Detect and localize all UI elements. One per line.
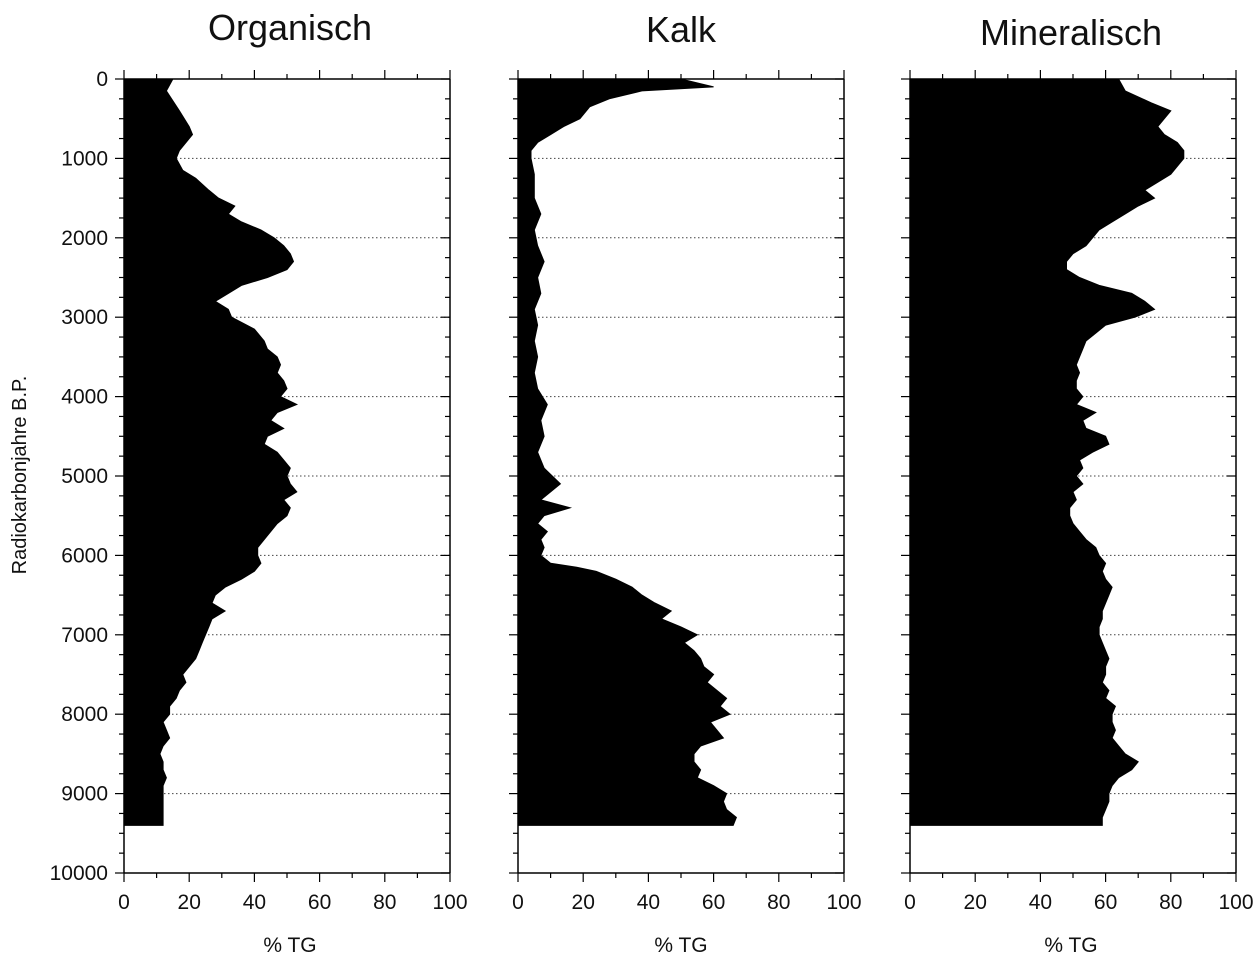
y-tick-label: 9000: [61, 783, 108, 806]
y-tick-label: 8000: [61, 703, 108, 726]
panel-title: Mineralisch: [980, 12, 1162, 53]
y-tick-label: 0: [96, 68, 108, 91]
x-tick-label: 80: [373, 891, 396, 914]
x-axis-label: % TG: [1044, 934, 1097, 956]
y-tick-label: 4000: [61, 386, 108, 409]
x-tick-label: 60: [702, 891, 725, 914]
panel-organisch: Organisch % TG 0100020003000400050006000…: [50, 7, 468, 956]
x-tick-label: 0: [512, 891, 524, 914]
series-area: [517, 78, 738, 826]
x-tick-label: 0: [904, 891, 916, 914]
y-tick-label: 7000: [61, 624, 108, 647]
y-tick-label: 3000: [61, 306, 108, 329]
x-axis-label: % TG: [654, 934, 707, 956]
series-area: [909, 78, 1185, 826]
x-tick-label: 60: [308, 891, 331, 914]
y-tick-label: 2000: [61, 227, 108, 250]
panel-title: Kalk: [646, 9, 717, 50]
panel-kalk: Kalk % TG 0 20 40 60 80 100: [509, 9, 862, 956]
y-tick-label: 1000: [61, 147, 108, 170]
panel-title: Organisch: [208, 7, 372, 48]
x-tick-label: 20: [572, 891, 595, 914]
x-tick-label: 20: [178, 891, 201, 914]
x-tick-label: 20: [964, 891, 987, 914]
x-axis-label: % TG: [263, 934, 316, 956]
x-tick-label: 80: [767, 891, 790, 914]
y-tick-label: 5000: [61, 465, 108, 488]
y-tick-label: 6000: [61, 544, 108, 567]
x-tick-label: 100: [826, 891, 861, 914]
series-area: [123, 78, 299, 826]
panel-mineralisch: Mineralisch % TG 0 20 40 60 80 100: [901, 12, 1254, 956]
x-tick-label: 40: [1029, 891, 1052, 914]
y-axis-label: Radiokarbonjahre B.P.: [9, 376, 31, 575]
x-tick-label: 0: [118, 891, 130, 914]
x-tick-label: 100: [432, 891, 467, 914]
x-tick-label: 100: [1218, 891, 1253, 914]
x-tick-label: 60: [1094, 891, 1117, 914]
x-tick-label: 80: [1159, 891, 1182, 914]
x-tick-label: 40: [637, 891, 660, 914]
x-tick-label: 40: [243, 891, 266, 914]
y-tick-label: 10000: [50, 862, 108, 885]
